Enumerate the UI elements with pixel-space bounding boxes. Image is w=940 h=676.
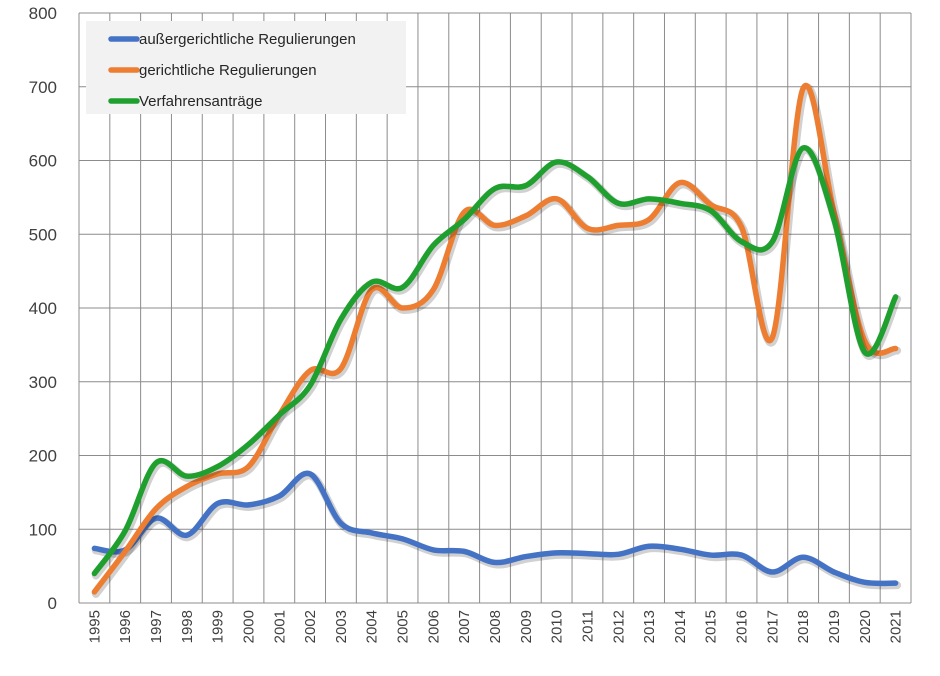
legend-box xyxy=(86,21,406,114)
x-tick-label: 2002 xyxy=(302,610,319,643)
y-tick-label: 100 xyxy=(29,520,57,539)
x-tick-label: 2010 xyxy=(549,610,566,643)
series-shadow xyxy=(91,83,902,598)
x-tick-label: 2007 xyxy=(456,610,473,643)
x-tick-label: 2001 xyxy=(271,610,288,643)
y-tick-label: 700 xyxy=(29,78,57,97)
y-tick-label: 200 xyxy=(29,447,57,466)
legend-label: gerichtliche Regulierungen xyxy=(139,62,317,79)
x-tick-label: 2011 xyxy=(579,610,596,642)
x-tick-label: 2006 xyxy=(425,610,442,643)
x-tick-label: 1997 xyxy=(148,610,165,643)
x-tick-label: 2017 xyxy=(764,610,781,643)
y-tick-label: 500 xyxy=(29,225,57,244)
x-tick-label: 2021 xyxy=(888,610,905,643)
x-tick-label: 2015 xyxy=(703,610,720,643)
x-tick-label: 1999 xyxy=(210,610,227,643)
x-tick-label: 2000 xyxy=(240,610,257,643)
legend-label: außergerichtliche Regulierungen xyxy=(139,31,356,48)
legend: außergerichtliche Regulierungen gerichtli… xyxy=(86,21,406,114)
series-line-0 xyxy=(91,470,899,587)
x-tick-label: 2013 xyxy=(641,610,658,643)
y-axis: 0 100 200 300 400 500 600 700 800 xyxy=(29,4,57,613)
y-tick-label: 800 xyxy=(29,4,57,23)
y-tick-label: 300 xyxy=(29,373,57,392)
series-line-2 xyxy=(91,145,899,577)
x-tick-label: 2008 xyxy=(487,610,504,643)
legend-label: Verfahrensanträge xyxy=(139,93,262,110)
x-tick-label: 2014 xyxy=(672,610,689,643)
x-tick-label: 1996 xyxy=(117,610,134,643)
x-tick-label: 2020 xyxy=(857,610,874,643)
x-tick-label: 2016 xyxy=(734,610,751,643)
x-tick-label: 2003 xyxy=(333,610,350,643)
x-tick-label: 1998 xyxy=(179,610,196,643)
y-tick-label: 0 xyxy=(48,594,57,613)
y-tick-label: 400 xyxy=(29,299,57,318)
x-axis: 1995 1996 1997 1998 1999 2000 2001 2002 2003 2004… xyxy=(86,610,904,643)
x-tick-label: 2004 xyxy=(364,610,381,643)
x-tick-label: 2019 xyxy=(826,610,843,643)
series-lines xyxy=(91,82,902,598)
x-tick-label: 2009 xyxy=(518,610,535,643)
x-tick-label: 2012 xyxy=(610,610,627,643)
x-tick-label: 1995 xyxy=(86,610,103,643)
y-tick-label: 600 xyxy=(29,152,57,171)
x-tick-label: 2018 xyxy=(795,610,812,643)
x-tick-label: 2005 xyxy=(395,610,412,643)
